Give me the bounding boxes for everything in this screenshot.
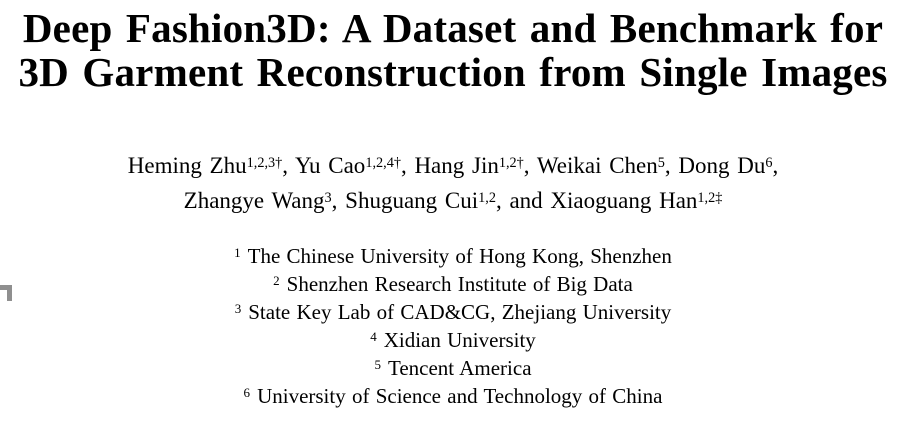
affiliation-text: State Key Lab of CAD&CG, Zhejiang Univer… <box>248 300 672 324</box>
affiliation-text: University of Science and Technology of … <box>257 384 663 408</box>
author-affiliation-superscript: 5 <box>657 154 665 171</box>
paper-title: Deep Fashion3D: A Dataset and Benchmark … <box>0 0 906 94</box>
author-affiliation-superscript: 1,2† <box>498 154 524 171</box>
affiliation-block: 1 The Chinese University of Hong Kong, Sh… <box>0 242 906 410</box>
artifact-vertical-bar <box>7 285 12 301</box>
affiliation-marker: 6 <box>243 385 251 401</box>
affiliation-marker: 2 <box>273 273 280 289</box>
author-affiliation-superscript: 1,2,4† <box>365 154 401 171</box>
title-line-1: Deep Fashion3D: A Dataset and Benchmark … <box>22 5 884 51</box>
affiliation-marker: 3 <box>234 301 242 317</box>
author: Yu Cao1,2,4†, <box>294 153 415 178</box>
author-line-2: Zhangye Wang3, Shuguang Cui1,2, and Xiao… <box>0 183 906 218</box>
title-line-2: 3D Garment Reconstruction from Single Im… <box>18 49 888 95</box>
author-affiliation-superscript: 1,2 <box>478 189 496 206</box>
affiliation-marker: 5 <box>374 357 381 373</box>
affiliation-marker: 1 <box>234 245 241 261</box>
affiliation-text: The Chinese University of Hong Kong, She… <box>247 244 672 268</box>
author-block: Heming Zhu1,2,3†, Yu Cao1,2,4†, Hang Jin… <box>0 148 906 218</box>
affiliation-item: 6 University of Science and Technology of… <box>0 382 906 410</box>
affiliation-item: 1 The Chinese University of Hong Kong, Sh… <box>0 242 906 270</box>
author: Shuguang Cui1,2, <box>345 188 510 213</box>
left-edge-artifact <box>0 285 12 301</box>
artifact-horizontal-bar <box>0 285 12 290</box>
author: Heming Zhu1,2,3†, <box>127 153 295 178</box>
author-line-1: Heming Zhu1,2,3†, Yu Cao1,2,4†, Hang Jin… <box>0 148 906 183</box>
affiliation-item: 5 Tencent America <box>0 354 906 382</box>
affiliation-item: 3 State Key Lab of CAD&CG, Zhejiang Unive… <box>0 298 906 326</box>
author: Weikai Chen5, <box>536 153 679 178</box>
author: Zhangye Wang3, <box>183 188 346 213</box>
author-affiliation-superscript: 3 <box>324 189 332 206</box>
affiliation-item: 2 Shenzhen Research Institute of Big Data <box>0 270 906 298</box>
affiliation-item: 4 Xidian University <box>0 326 906 354</box>
affiliation-text: Xidian University <box>383 328 536 352</box>
affiliation-text: Tencent America <box>387 356 532 380</box>
author-affiliation-superscript: 1,2,3† <box>246 154 283 171</box>
author: Dong Du6, <box>678 153 779 178</box>
author-affiliation-superscript: 1,2‡ <box>697 189 723 206</box>
author: and Xiaoguang Han1,2‡ <box>509 188 723 213</box>
author-affiliation-superscript: 6 <box>765 154 773 171</box>
affiliation-marker: 4 <box>370 329 377 345</box>
affiliation-text: Shenzhen Research Institute of Big Data <box>286 272 633 296</box>
author: Hang Jin1,2†, <box>414 153 537 178</box>
